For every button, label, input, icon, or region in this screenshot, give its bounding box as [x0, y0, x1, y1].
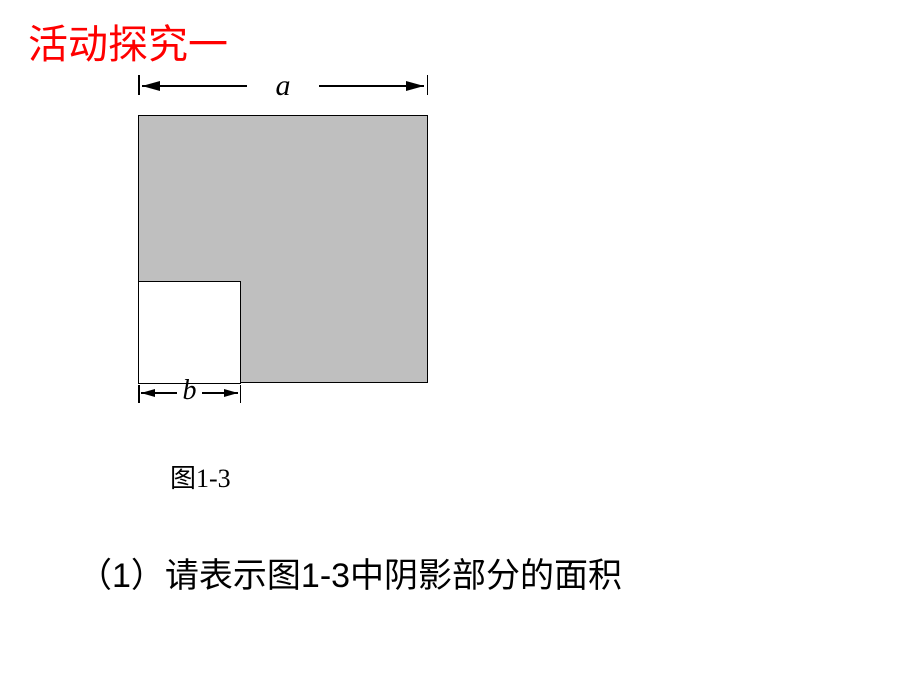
small-square-cutout: [138, 281, 241, 384]
diagram: a b: [138, 75, 458, 405]
dimension-a-label: a: [138, 69, 428, 103]
big-square: [138, 115, 428, 383]
question-text: （1）请表示图1-3中阴影部分的面积: [78, 548, 622, 597]
watermark-icon: [758, 632, 908, 682]
dimension-b: b: [138, 385, 241, 415]
dimension-a: a: [138, 75, 428, 115]
figure-caption: 图1-3: [170, 458, 231, 495]
page-title: 活动探究一: [28, 12, 228, 70]
dimension-b-label: b: [138, 375, 241, 407]
